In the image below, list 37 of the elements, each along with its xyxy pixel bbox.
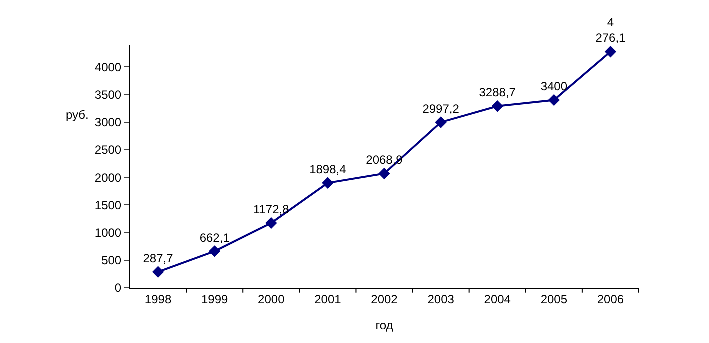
- y-tick-label: 500: [102, 254, 122, 268]
- x-tick-label: 2003: [428, 292, 455, 306]
- y-tick-label: 3000: [94, 116, 122, 130]
- point: [322, 177, 334, 190]
- point: [266, 217, 278, 230]
- x-tick-label: 1998: [144, 292, 172, 306]
- data-label: 3400: [540, 80, 568, 94]
- data-label: 662,1: [200, 230, 230, 245]
- y-tick-label: 2000: [94, 170, 122, 185]
- point: [604, 46, 617, 58]
- point: [492, 100, 504, 112]
- y-tick-label: 1000: [94, 226, 122, 240]
- y-axis-title: руб.: [66, 108, 89, 122]
- y-tick-label: 3500: [94, 88, 122, 102]
- point: [208, 246, 221, 258]
- x-tick-label: 2004: [484, 292, 512, 306]
- point: [548, 94, 560, 106]
- x-tick-label: 2006: [597, 292, 624, 306]
- x-axis-title: год: [376, 318, 394, 332]
- data-label: 2997,2: [422, 102, 460, 116]
- y-tick-label: 0: [114, 281, 122, 296]
- x-tick-label: 1999: [201, 292, 228, 306]
- point: [378, 168, 390, 180]
- data-label: 4 276,1: [596, 16, 626, 46]
- y-tick-label: 4000: [94, 60, 122, 74]
- x-tick-label: 2001: [314, 292, 342, 306]
- data-label: 3288,7: [479, 86, 516, 100]
- data-label: 1898,4: [310, 162, 347, 177]
- y-tick-label: 1500: [94, 198, 122, 212]
- x-tick-label: 2005: [540, 292, 568, 306]
- point: [152, 266, 164, 278]
- data-label: 1172,8: [253, 202, 290, 217]
- data-label: 287,7: [143, 251, 174, 266]
- x-tick-label: 2000: [258, 292, 286, 306]
- point: [435, 116, 447, 128]
- y-tick-label: 2500: [94, 143, 122, 158]
- x-tick-label: 2002: [371, 292, 398, 306]
